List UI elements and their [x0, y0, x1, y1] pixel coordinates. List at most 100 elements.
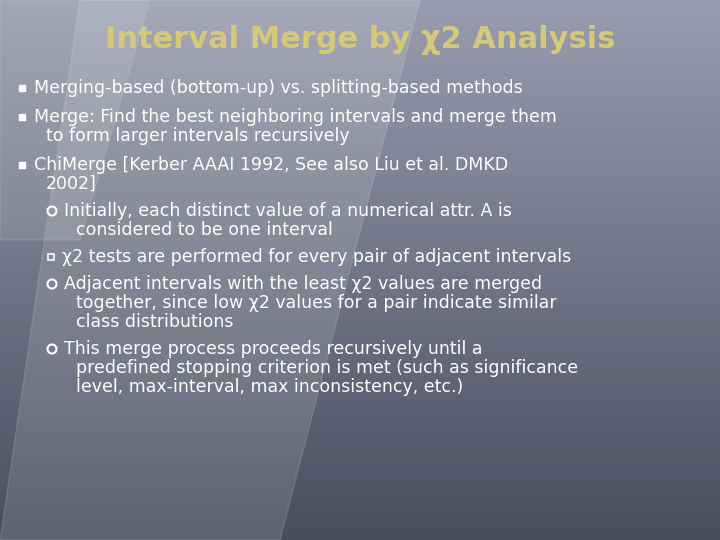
Bar	[0, 426, 720, 428]
Bar	[0, 156, 720, 158]
Bar	[0, 133, 720, 135]
Bar	[0, 214, 720, 216]
Bar	[0, 174, 720, 177]
Bar	[0, 179, 720, 182]
Bar	[0, 431, 720, 434]
Text: 2002]: 2002]	[46, 175, 97, 193]
Bar	[0, 534, 720, 536]
Bar	[0, 302, 720, 304]
Bar	[0, 329, 720, 331]
Bar	[0, 79, 720, 81]
Bar	[0, 485, 720, 488]
Bar	[0, 282, 720, 285]
Bar	[0, 136, 720, 139]
Bar	[0, 167, 720, 169]
Text: ChiMerge [Kerber AAAI 1992, See also Liu et al. DMKD: ChiMerge [Kerber AAAI 1992, See also Liu…	[34, 156, 508, 174]
Bar	[0, 300, 720, 302]
Bar	[0, 530, 720, 533]
Text: level, max-interval, max inconsistency, etc.): level, max-interval, max inconsistency, …	[76, 378, 463, 396]
Bar	[0, 187, 720, 189]
Bar	[0, 44, 720, 47]
Bar	[0, 411, 720, 414]
Bar	[0, 194, 720, 196]
Bar	[0, 509, 720, 511]
Bar	[0, 295, 720, 297]
Bar	[0, 303, 720, 306]
Bar	[0, 9, 720, 11]
Bar	[0, 336, 720, 339]
Bar	[0, 433, 720, 436]
Bar	[0, 487, 720, 490]
Bar	[19, 162, 24, 168]
Bar	[0, 473, 720, 475]
Bar	[0, 181, 720, 184]
Bar	[0, 349, 720, 351]
Bar	[0, 144, 720, 146]
Bar	[0, 63, 720, 65]
Bar	[0, 384, 720, 387]
Bar	[0, 352, 720, 355]
Bar	[0, 387, 720, 389]
Bar	[0, 376, 720, 378]
Bar	[0, 253, 720, 255]
Bar	[0, 374, 720, 376]
Bar	[0, 471, 720, 474]
Bar	[0, 205, 720, 207]
Bar	[0, 71, 720, 74]
Bar	[0, 168, 720, 171]
Bar	[0, 394, 720, 396]
Bar	[0, 448, 720, 450]
Bar	[0, 0, 720, 2]
Bar	[0, 188, 720, 191]
Bar	[0, 87, 720, 90]
Bar	[0, 140, 720, 142]
Bar	[0, 316, 720, 319]
Bar	[0, 39, 720, 42]
Bar	[0, 124, 720, 126]
Bar	[0, 3, 720, 5]
Bar	[0, 5, 720, 7]
Polygon shape	[0, 0, 150, 240]
Bar	[0, 46, 720, 49]
Bar	[0, 37, 720, 39]
Bar	[0, 401, 720, 403]
Bar	[0, 90, 720, 92]
Bar	[0, 484, 720, 486]
Bar	[0, 286, 720, 288]
Bar	[0, 357, 720, 360]
Bar	[0, 476, 720, 479]
Bar	[0, 323, 720, 326]
Bar	[0, 201, 720, 204]
Bar	[0, 536, 720, 538]
Bar	[0, 511, 720, 513]
Bar	[0, 372, 720, 374]
Bar	[0, 435, 720, 437]
Bar	[0, 341, 720, 344]
Bar	[0, 415, 720, 417]
Bar	[0, 338, 720, 340]
Bar	[0, 495, 720, 497]
Bar	[0, 478, 720, 481]
Bar	[0, 446, 720, 448]
Bar	[0, 313, 720, 315]
Text: to form larger intervals recursively: to form larger intervals recursively	[46, 127, 350, 145]
Bar	[0, 289, 720, 292]
Bar	[0, 230, 720, 232]
Bar	[0, 102, 720, 104]
Text: χ2 tests are performed for every pair of adjacent intervals: χ2 tests are performed for every pair of…	[62, 248, 571, 266]
Bar	[0, 451, 720, 454]
Bar	[0, 221, 720, 223]
Bar	[0, 453, 720, 455]
Bar	[0, 291, 720, 293]
Bar	[0, 356, 720, 358]
Bar	[0, 82, 720, 85]
Bar	[0, 361, 720, 363]
Bar	[0, 21, 720, 23]
Bar	[0, 403, 720, 405]
Bar	[0, 73, 720, 76]
Bar	[0, 109, 720, 112]
Bar	[0, 343, 720, 346]
Bar	[0, 217, 720, 220]
Bar	[0, 260, 720, 263]
Bar	[0, 480, 720, 482]
